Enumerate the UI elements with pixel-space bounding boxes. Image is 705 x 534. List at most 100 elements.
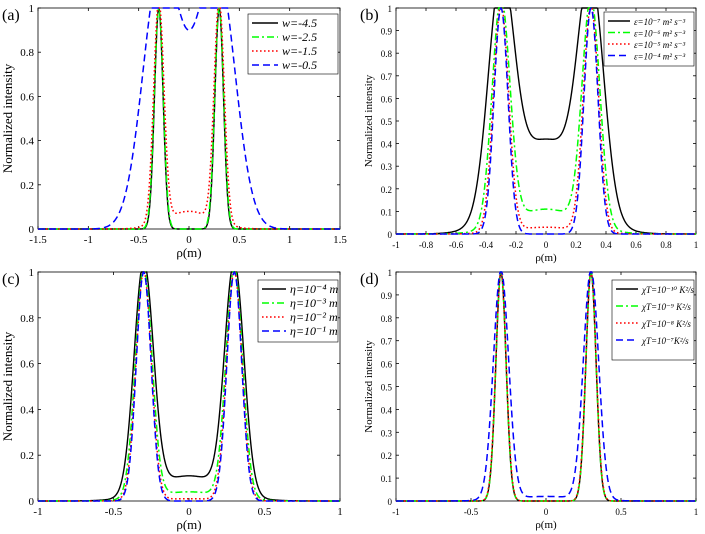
series-line-4 [38, 7, 340, 230]
y-tick-label: 0 [388, 497, 393, 507]
x-tick-label: -1 [84, 234, 93, 246]
legend-entry: χT=10⁻⁹ K²/s [641, 302, 691, 312]
y-tick-label: 0.2 [381, 185, 392, 195]
y-tick-label: 0.5 [381, 383, 393, 393]
x-axis-label: ρ(m) [535, 252, 557, 264]
x-tick-label: 0.5 [615, 507, 627, 517]
legend-entry: ε=10⁻⁵ m² s⁻³ [634, 40, 685, 50]
panel-d: -1 -0.5 0 0.5 1 0 0.1 0.2 0.3 0.4 0.5 0.6 0.7 0.8 0.9 1… [360, 268, 698, 531]
x-tick-label: -0.5 [464, 507, 479, 517]
y-tick-label: 0 [29, 224, 35, 236]
y-tick-label: 0.9 [381, 291, 393, 301]
y-tick-label: 0.1 [381, 474, 392, 484]
y-tick-label: 1 [29, 3, 35, 15]
x-tick-label: 0 [186, 234, 192, 246]
y-tick-label: 0.3 [381, 428, 393, 438]
panel-label: (c) [2, 271, 20, 288]
panel-a: -1.5 -1 -0.5 0 0.5 1 1.5 0 0.2 0.4 0.6 0.8 1 ρ(m) Norm… [0, 3, 347, 260]
y-tick-label: 0.9 [381, 27, 393, 37]
legend-entry: χT=10⁻⁷K²/s [641, 336, 689, 346]
legend-box [257, 279, 339, 343]
x-tick-label: -0.5 [130, 234, 148, 246]
x-tick-label: 1.5 [333, 234, 347, 246]
x-tick-label: -0.4 [479, 240, 494, 250]
y-tick-label: 0 [388, 230, 393, 240]
x-tick-label: 0.5 [258, 506, 272, 518]
series-line-4 [396, 7, 696, 235]
x-tick-label: 0 [186, 506, 192, 518]
y-tick-label: 0.6 [20, 359, 34, 371]
y-tick-label: 0.3 [381, 162, 393, 172]
legend-entry: ε=10⁻⁷ m² s⁻³ [634, 17, 685, 27]
y-tick-label: 1 [29, 267, 35, 279]
y-tick-label: 0.2 [20, 450, 34, 462]
x-tick-label: 1 [337, 506, 343, 518]
legend-entry: w=-4.5 [282, 16, 317, 30]
y-tick-label: 0.6 [381, 360, 393, 370]
panel-label: (b) [360, 7, 379, 24]
x-tick-label: 1 [287, 234, 293, 246]
y-axis-label: Normalized intensity [363, 340, 375, 433]
x-tick-label: 0 [544, 240, 549, 250]
y-axis-label: Normalized intensity [0, 63, 15, 173]
x-tick-label: -1 [392, 240, 400, 250]
y-tick-label: 0.6 [381, 94, 393, 104]
legend-entry: w=-0.5 [282, 58, 317, 72]
y-tick-label: 0.7 [381, 337, 393, 347]
legend-entry: χT=10⁻¹⁰ K²/s [641, 285, 695, 295]
x-axis-label: ρ(m) [176, 517, 201, 532]
x-axis-label: ρ(m) [176, 245, 201, 260]
series-line-4 [38, 271, 340, 502]
x-tick-label: 0.2 [570, 240, 581, 250]
legend-entry: w=-1.5 [282, 44, 317, 58]
x-tick-label: -0.5 [105, 506, 123, 518]
y-tick-label: 0.4 [20, 136, 34, 148]
x-tick-label: -1 [392, 507, 400, 517]
y-tick-label: 0.6 [20, 91, 34, 103]
panel-label: (a) [2, 7, 20, 24]
x-tick-label: 0.4 [600, 240, 612, 250]
y-tick-label: 0 [29, 496, 35, 508]
y-tick-label: 0.4 [381, 140, 393, 150]
y-tick-label: 0.4 [381, 405, 393, 415]
x-tick-label: -0.6 [449, 240, 464, 250]
legend-entry: ε=10⁻⁶ m² s⁻³ [634, 29, 685, 39]
x-tick-label: 1 [694, 507, 699, 517]
y-tick-label: 1 [388, 4, 393, 14]
y-axis-label: Normalized intensity [0, 331, 15, 441]
y-tick-label: 0.7 [381, 72, 393, 82]
y-tick-label: 0.1 [381, 207, 392, 217]
x-tick-label: 0.6 [630, 240, 642, 250]
x-tick-label: -0.8 [419, 240, 434, 250]
series-line-4 [396, 271, 696, 502]
y-tick-label: 0.4 [20, 404, 34, 416]
y-axis-label: Normalized intensity [363, 74, 375, 167]
y-tick-label: 0.2 [20, 180, 34, 192]
legend-entry: ε=10⁻⁴ m² s⁻³ [634, 52, 685, 62]
x-tick-label: 0.8 [660, 240, 672, 250]
legend-entry: η=10⁻² m [290, 310, 338, 324]
panel-label: (d) [360, 271, 379, 288]
y-tick-label: 1 [388, 268, 393, 278]
legend-entry: η=10⁻¹ m [290, 324, 338, 338]
x-tick-label: 0.5 [232, 234, 246, 246]
legend-entry: η=10⁻³ m [290, 296, 338, 310]
legend-entry: χT=10⁻⁸ K²/s [641, 319, 691, 329]
y-tick-label: 0.5 [381, 117, 393, 127]
legend-box [611, 279, 695, 361]
series-line-1 [396, 7, 696, 235]
x-axis-label: ρ(m) [535, 519, 557, 531]
x-tick-label: 0 [544, 507, 549, 517]
panel-c: -1 -0.5 0 0.5 1 0 0.2 0.4 0.6 0.8 1 ρ(m) Normalized … [0, 267, 343, 532]
y-tick-label: 0.8 [381, 314, 393, 324]
x-tick-label: 1 [694, 240, 699, 250]
x-tick-label: -1 [33, 506, 42, 518]
y-tick-label: 0.8 [381, 49, 393, 59]
panel-b: -1 -0.8 -0.6 -0.4 -0.2 0 0.2 0.4 0.6 0.8 1 0 0.1 0.2 0… [360, 4, 698, 264]
x-tick-label: -1.5 [29, 234, 47, 246]
y-tick-label: 0.2 [381, 451, 392, 461]
y-tick-label: 0.8 [20, 47, 34, 59]
legend-entry: η=10⁻⁴ m [290, 282, 339, 296]
x-tick-label: -0.2 [509, 240, 523, 250]
